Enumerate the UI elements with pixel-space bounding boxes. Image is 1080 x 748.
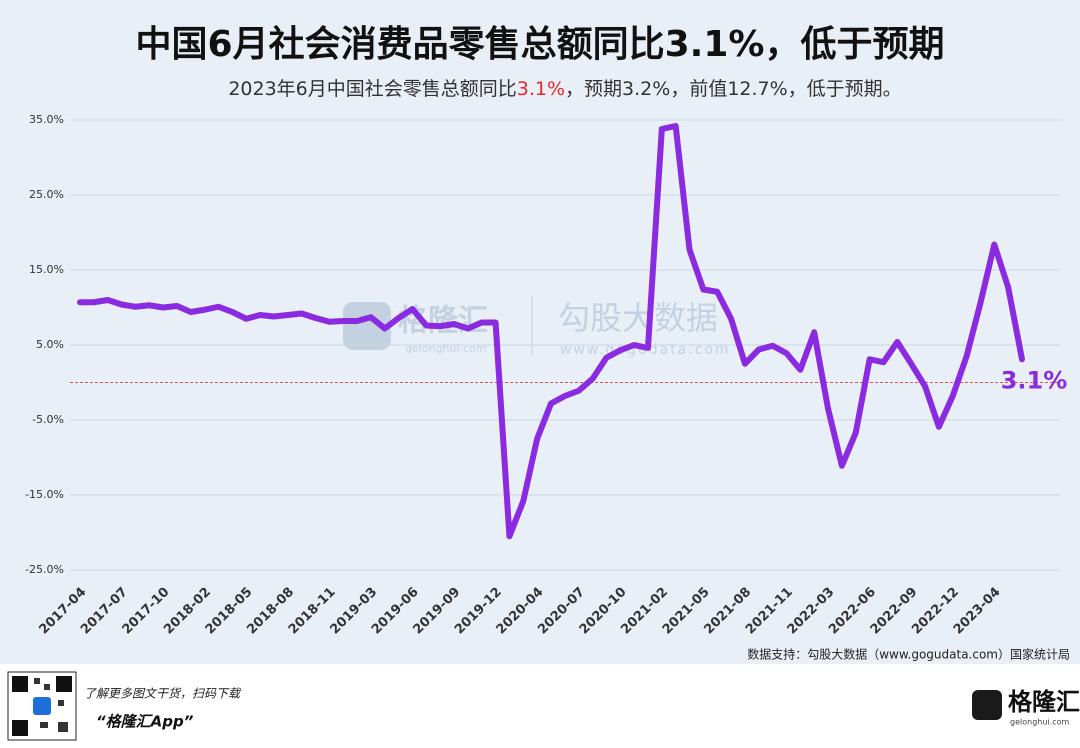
qr-dot	[58, 700, 64, 706]
qr-code	[7, 671, 77, 741]
subtitle-part: 2023年6月中国社会零售总额同比	[228, 78, 516, 100]
watermark-url: gelonghui.com	[405, 342, 486, 355]
source-note: 数据支持：勾股大数据（www.gogudata.com）国家统计局	[747, 647, 1070, 662]
logo-icon	[972, 690, 1002, 720]
y-tick-label: -5.0%	[32, 413, 64, 426]
data-line	[77, 123, 1025, 540]
watermark-data-brand: 勾股大数据	[558, 299, 718, 337]
qr-dot	[58, 722, 68, 732]
qr-dot	[44, 684, 50, 690]
qr-dot	[40, 722, 48, 728]
footer-app: “格隆汇App”	[96, 713, 194, 731]
qr-block	[12, 676, 28, 692]
subtitle-highlight: 3.1%	[517, 78, 565, 100]
watermark-icon	[343, 302, 391, 350]
qr-logo	[33, 697, 51, 715]
chart-title: 中国6月社会消费品零售总额同比3.1%，低于预期	[136, 24, 945, 65]
y-tick-label: -15.0%	[25, 488, 64, 501]
qr-dot	[34, 678, 40, 684]
y-tick-label: -25.0%	[25, 563, 64, 576]
footer-logo-url: gelonghui.com	[1010, 718, 1069, 727]
qr-block	[12, 720, 28, 736]
footer-logo: 格隆汇	[1008, 688, 1080, 716]
value-label: 3.1%	[1001, 366, 1068, 394]
chart-background	[0, 0, 1080, 664]
y-tick-label: 5.0%	[36, 338, 64, 351]
chart-subtitle: 2023年6月中国社会零售总额同比3.1%，预期3.2%，前值12.7%，低于预…	[228, 78, 901, 100]
y-tick-label: 35.0%	[29, 113, 64, 126]
y-tick-label: 15.0%	[29, 263, 64, 276]
qr-block	[56, 676, 72, 692]
subtitle-part: ，预期3.2%，前值12.7%，低于预期。	[565, 78, 902, 100]
y-tick-label: 25.0%	[29, 188, 64, 201]
footer-tagline: 了解更多图文干货，扫码下载	[84, 687, 242, 701]
